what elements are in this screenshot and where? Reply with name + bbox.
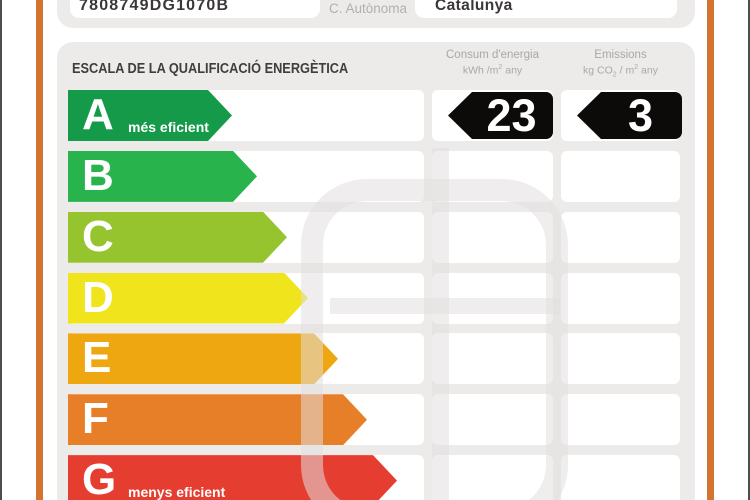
region-field: Catalunya xyxy=(415,0,677,18)
emissions-result-arrow: 3 xyxy=(577,92,682,139)
rating-row-c: C xyxy=(57,211,695,263)
region-label: C. Autònoma xyxy=(329,0,408,16)
rating-letter: G xyxy=(82,455,117,500)
consum-cell xyxy=(432,150,553,202)
emissions-column-header: Emissions kg CO2 / m2 any xyxy=(561,49,680,79)
emissions-header-title: Emissions xyxy=(594,49,647,61)
energy-scale-panel: ESCALA DE LA QUALIFICACIÓ ENERGÈTICA Con… xyxy=(57,42,695,500)
emissions-cell xyxy=(561,333,680,385)
consum-column-header: Consum d'energia kWh /m2 any xyxy=(432,49,553,77)
accent-stripe-right xyxy=(707,0,714,500)
rating-letter: A xyxy=(82,90,114,139)
consum-cell xyxy=(432,333,553,385)
emissions-cell xyxy=(561,455,680,500)
rating-letter: E xyxy=(82,333,112,383)
rating-row-e: E xyxy=(57,333,695,385)
accent-stripe-left xyxy=(36,0,43,500)
form-header-panel: 7808749DG1070B C. Autònoma Catalunya xyxy=(57,0,695,28)
rating-row-b: B xyxy=(57,150,695,202)
efficiency-label: menys eficient xyxy=(128,484,226,500)
rating-row-f: F xyxy=(57,394,695,446)
page-right-border xyxy=(748,0,750,500)
consum-cell xyxy=(432,211,553,263)
consum-cell xyxy=(432,394,553,446)
consum-result-arrow-body: 23 xyxy=(448,92,553,139)
scale-title: ESCALA DE LA QUALIFICACIÓ ENERGÈTICA xyxy=(72,61,349,77)
emissions-result-arrow-body: 3 xyxy=(577,92,682,139)
rating-letter: C xyxy=(82,211,114,261)
efficiency-label: més eficient xyxy=(128,119,209,135)
consum-result-arrow: 23 xyxy=(448,92,553,139)
consum-cell xyxy=(432,272,553,324)
emissions-result-value: 3 xyxy=(627,92,654,139)
consum-header-unit: kWh /m2 any xyxy=(462,64,523,77)
rating-arrow-d: D xyxy=(68,273,308,324)
rating-arrow-b: B xyxy=(68,151,257,202)
page-left-border xyxy=(0,0,2,500)
registry-value: 7808749DG1070B xyxy=(79,0,230,14)
emissions-header-unit: kg CO2 / m2 any xyxy=(583,64,658,79)
emissions-cell xyxy=(561,211,680,263)
emissions-cell xyxy=(561,150,680,202)
rating-arrow-c: C xyxy=(68,212,287,263)
region-value: Catalunya xyxy=(435,0,513,14)
rating-letter: F xyxy=(82,394,109,444)
rating-row-d: D xyxy=(57,272,695,324)
consum-cell xyxy=(432,455,553,500)
registry-field: 7808749DG1070B xyxy=(70,0,320,18)
rating-arrow-e: E xyxy=(68,333,338,384)
consum-header-title: Consum d'energia xyxy=(446,49,539,61)
emissions-cell xyxy=(561,394,680,446)
consum-result-value: 23 xyxy=(486,92,537,139)
rating-arrow-f: F xyxy=(68,394,367,445)
emissions-cell xyxy=(561,272,680,324)
rating-letter: D xyxy=(82,272,114,322)
rating-letter: B xyxy=(82,150,114,200)
